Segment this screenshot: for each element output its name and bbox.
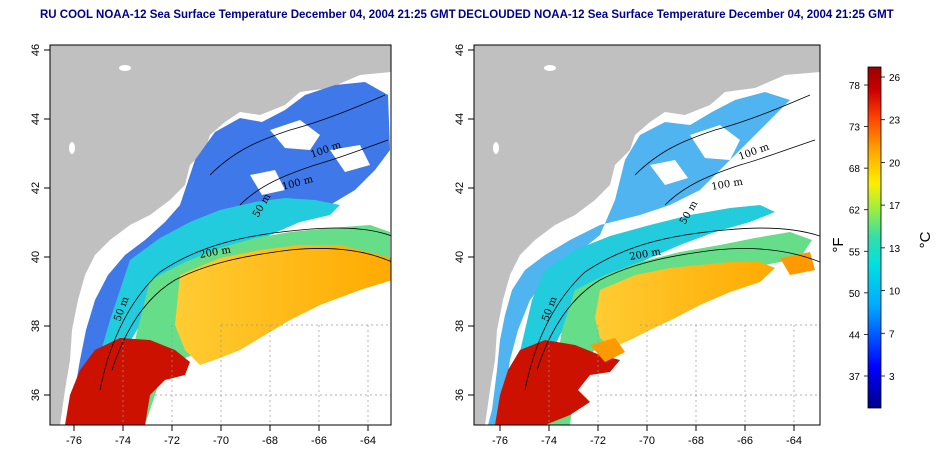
unit-celsius: °C <box>917 231 934 248</box>
unit-fahrenheit: °F <box>830 237 847 252</box>
colorbar-c-label: 13 <box>889 244 901 255</box>
lat-tick-label: 36 <box>454 389 466 401</box>
lat-tick-label: 38 <box>30 320 42 332</box>
lon-tick-label: -74 <box>541 435 557 447</box>
gulf-stream <box>495 340 620 425</box>
colorbar-f-label: 62 <box>849 206 861 217</box>
lon-tick-label: -70 <box>213 435 229 447</box>
colorbar-gradient <box>867 66 882 409</box>
lon-tick-label: -76 <box>492 435 508 447</box>
colorbar-f-label: 73 <box>849 123 861 134</box>
colorbar-f-label: 44 <box>849 330 861 341</box>
lon-tick-label: -74 <box>115 435 131 447</box>
colorbar-c-label: 10 <box>889 287 901 298</box>
colorbar-c-label: 7 <box>889 329 895 340</box>
slope-water-green <box>545 232 812 425</box>
colorbar-c-label: 17 <box>889 201 901 212</box>
land-mass <box>474 45 820 425</box>
right-panel-title: DECLOUDED NOAA-12 Sea Surface Temperatur… <box>458 9 894 21</box>
lon-tick-label: -70 <box>639 435 655 447</box>
warm-water-yellow <box>595 262 775 348</box>
colorbar-c-label: 20 <box>889 158 901 169</box>
lon-tick-label: -72 <box>164 435 180 447</box>
colorbar-f-label: 50 <box>849 289 861 300</box>
lat-tick-label: 40 <box>454 251 466 263</box>
lat-tick-label: 44 <box>30 113 42 125</box>
left-map: 100 m 100 m 50 m 200 m 50 m -76 -74 -72 -70… <box>30 44 392 447</box>
right-axis-ticks: -76 -74 -72 -70 -68 -66 -64 36 38 40 42 44 46 <box>454 44 802 447</box>
lon-tick-label: -66 <box>737 435 753 447</box>
lat-tick-label: 40 <box>30 251 42 263</box>
colorbar-c-label: 23 <box>889 116 901 127</box>
colorbar-c-label: 3 <box>889 372 895 383</box>
shelf-water-cyan <box>508 205 775 425</box>
lat-tick-label: 46 <box>30 44 42 56</box>
colorbar-f-label: 68 <box>849 164 861 175</box>
colorbar-f-label: 78 <box>849 81 861 92</box>
gulf-stream <box>65 338 190 425</box>
lon-tick-label: -66 <box>311 435 327 447</box>
lon-tick-label: -64 <box>360 435 376 447</box>
lat-tick-label: 42 <box>454 182 466 194</box>
lat-tick-label: 44 <box>454 113 466 125</box>
lon-tick-label: -68 <box>688 435 704 447</box>
left-axis-ticks: -76 -74 -72 -70 -68 -66 -64 36 38 40 42 44 46 <box>30 44 376 447</box>
lat-tick-label: 36 <box>30 389 42 401</box>
colorbar-f-label: 55 <box>849 247 861 258</box>
lon-tick-label: -64 <box>786 435 802 447</box>
right-map: 100 m 100 m 50 m 200 m 50 m -76 -74 -72 -70… <box>454 44 821 447</box>
colorbar-c-label: 26 <box>889 73 901 84</box>
lat-tick-label: 46 <box>454 44 466 56</box>
land-mass <box>50 45 391 425</box>
shelf-water-blue <box>488 92 790 425</box>
left-panel-title: RU COOL NOAA-12 Sea Surface Temperature … <box>40 9 456 21</box>
warm-water-yellow <box>175 245 391 365</box>
lon-tick-label: -72 <box>590 435 606 447</box>
lon-tick-label: -68 <box>262 435 278 447</box>
colorbar-f-label: 37 <box>849 372 861 383</box>
lat-tick-label: 38 <box>454 320 466 332</box>
lat-tick-label: 42 <box>30 182 42 194</box>
lon-tick-label: -76 <box>66 435 82 447</box>
shelf-water-cyan <box>92 198 340 425</box>
